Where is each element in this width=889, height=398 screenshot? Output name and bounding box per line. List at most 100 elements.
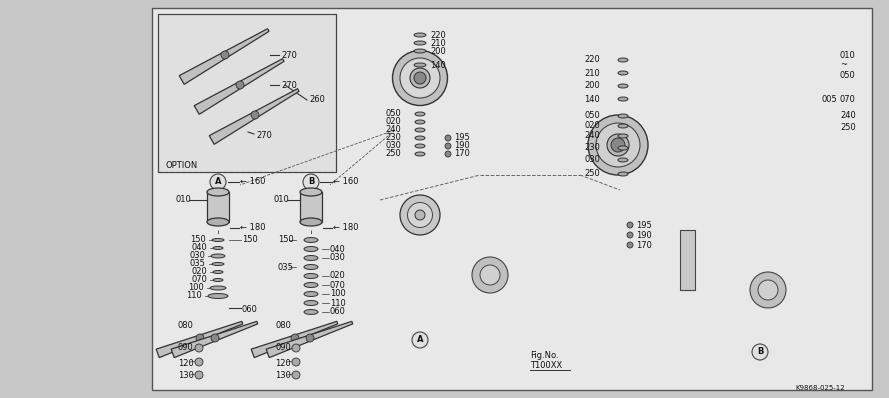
Text: 030: 030 <box>189 252 204 261</box>
Circle shape <box>750 272 786 308</box>
Text: ← 160: ← 160 <box>240 178 266 187</box>
Text: 080: 080 <box>178 320 194 330</box>
Circle shape <box>292 371 300 379</box>
Circle shape <box>472 257 508 293</box>
Ellipse shape <box>618 158 628 162</box>
Text: 100: 100 <box>188 283 204 293</box>
Circle shape <box>210 174 226 190</box>
Text: 110: 110 <box>186 291 202 300</box>
Text: ← 160: ← 160 <box>333 178 358 187</box>
Ellipse shape <box>300 188 322 196</box>
Circle shape <box>627 232 633 238</box>
Ellipse shape <box>410 68 430 88</box>
Text: 050: 050 <box>840 70 856 80</box>
Text: B: B <box>308 178 314 187</box>
Circle shape <box>236 81 244 89</box>
Ellipse shape <box>304 283 318 287</box>
Ellipse shape <box>618 58 628 62</box>
Circle shape <box>412 332 428 348</box>
Text: 240: 240 <box>385 125 401 135</box>
Circle shape <box>303 174 319 190</box>
Circle shape <box>195 344 203 352</box>
Polygon shape <box>266 321 353 358</box>
Ellipse shape <box>207 188 229 196</box>
Text: ~: ~ <box>840 60 847 70</box>
Text: 060: 060 <box>242 306 258 314</box>
Text: 130: 130 <box>275 371 291 380</box>
Circle shape <box>627 242 633 248</box>
Text: 035: 035 <box>190 259 206 269</box>
Bar <box>300 192 322 222</box>
Text: 035: 035 <box>278 263 294 271</box>
Text: 190: 190 <box>636 230 652 240</box>
Ellipse shape <box>618 84 628 88</box>
Polygon shape <box>194 59 284 114</box>
Text: 120: 120 <box>275 359 291 367</box>
Text: 170: 170 <box>454 150 470 158</box>
Text: 195: 195 <box>454 133 469 142</box>
Text: K9868-025-12: K9868-025-12 <box>795 385 845 391</box>
Text: 010: 010 <box>176 195 192 205</box>
Text: 090: 090 <box>275 343 291 353</box>
Ellipse shape <box>210 286 226 290</box>
Text: 270: 270 <box>281 80 297 90</box>
Text: 270: 270 <box>256 131 272 140</box>
Text: Fig.No.: Fig.No. <box>530 351 558 359</box>
Text: 020: 020 <box>584 121 600 131</box>
Text: 250: 250 <box>840 123 856 133</box>
Circle shape <box>292 358 300 366</box>
Ellipse shape <box>415 120 425 124</box>
Ellipse shape <box>618 97 628 101</box>
Text: 040: 040 <box>330 244 346 254</box>
Bar <box>680 230 695 290</box>
Circle shape <box>445 135 451 141</box>
Circle shape <box>445 143 451 149</box>
Text: B: B <box>757 347 763 357</box>
Text: 190: 190 <box>454 142 469 150</box>
Text: 020: 020 <box>330 271 346 281</box>
Circle shape <box>627 222 633 228</box>
Text: 120: 120 <box>178 359 194 367</box>
Text: 220: 220 <box>584 55 600 64</box>
Text: 030: 030 <box>584 156 600 164</box>
Ellipse shape <box>618 134 628 138</box>
Text: 110: 110 <box>330 298 346 308</box>
Text: 010: 010 <box>274 195 290 205</box>
Text: 200: 200 <box>430 47 445 55</box>
Ellipse shape <box>618 71 628 75</box>
Bar <box>158 14 336 172</box>
Ellipse shape <box>304 265 318 269</box>
Text: 070: 070 <box>191 275 207 285</box>
Text: 220: 220 <box>430 31 445 39</box>
Ellipse shape <box>304 238 318 242</box>
Ellipse shape <box>407 203 433 228</box>
Text: 070: 070 <box>840 96 856 105</box>
Polygon shape <box>156 321 243 358</box>
Polygon shape <box>345 148 840 375</box>
Ellipse shape <box>415 128 425 132</box>
Text: 080: 080 <box>275 320 291 330</box>
Ellipse shape <box>304 273 318 279</box>
Ellipse shape <box>304 291 318 297</box>
Ellipse shape <box>596 123 640 167</box>
Text: 150: 150 <box>242 236 258 244</box>
Ellipse shape <box>618 114 628 118</box>
Text: 030: 030 <box>330 254 346 263</box>
Ellipse shape <box>415 144 425 148</box>
Ellipse shape <box>415 136 425 140</box>
Ellipse shape <box>304 300 318 306</box>
Ellipse shape <box>304 256 318 261</box>
Text: 250: 250 <box>385 150 401 158</box>
Ellipse shape <box>618 172 628 176</box>
Text: 130: 130 <box>178 371 194 380</box>
Circle shape <box>292 344 300 352</box>
Polygon shape <box>252 321 338 358</box>
Ellipse shape <box>393 51 447 105</box>
Ellipse shape <box>414 41 426 45</box>
Text: 260: 260 <box>309 96 324 105</box>
Text: 040: 040 <box>191 244 207 252</box>
Ellipse shape <box>304 310 318 314</box>
Polygon shape <box>180 29 269 84</box>
Text: 270: 270 <box>281 51 297 59</box>
Text: 050: 050 <box>584 111 600 121</box>
